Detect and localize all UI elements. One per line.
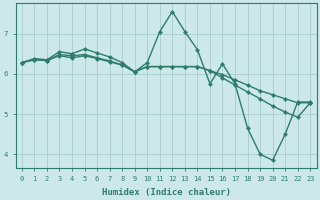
- X-axis label: Humidex (Indice chaleur): Humidex (Indice chaleur): [101, 188, 231, 197]
